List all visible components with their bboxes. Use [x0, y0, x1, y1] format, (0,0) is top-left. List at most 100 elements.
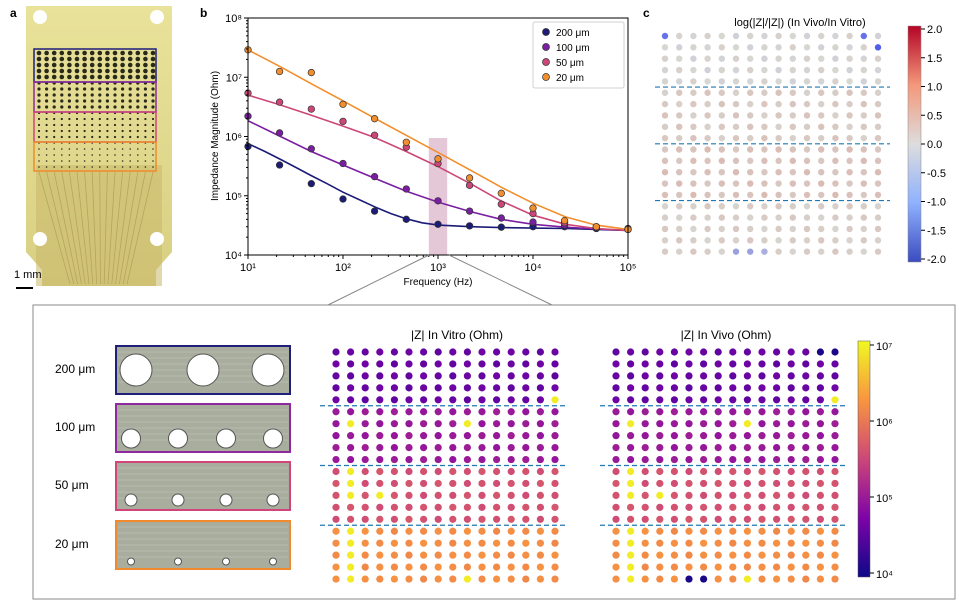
ratio-dot	[818, 100, 825, 108]
impedance-dot	[627, 491, 635, 499]
impedance-dot	[670, 539, 679, 547]
ratio-dot	[832, 134, 839, 142]
impedance-dot	[685, 360, 693, 368]
impedance-dot	[332, 491, 340, 499]
electrode-dot	[105, 50, 110, 56]
legend-marker	[542, 58, 550, 66]
impedance-dot	[449, 539, 457, 547]
impedance-dot	[656, 420, 664, 428]
impedance-dot	[463, 479, 471, 488]
impedance-dot	[405, 527, 413, 535]
electrode-dot	[113, 135, 117, 139]
ratio-dot	[718, 214, 725, 221]
ratio-colorbar-ticks: 2.0 1.5 1.0 0.5 0.0 -0.5 -1.0 -1.5 -2.0	[921, 24, 946, 266]
legend-marker	[542, 28, 550, 36]
impedance-dot	[361, 515, 369, 523]
impedance-dot	[405, 479, 413, 488]
impedance-dot	[478, 479, 486, 488]
mount-hole-bottom-left	[33, 232, 47, 246]
impedance-dot	[507, 479, 515, 488]
electrode-traces	[38, 171, 154, 285]
electrode-dot	[89, 50, 95, 56]
impedance-dot	[758, 491, 766, 499]
impedance-dot	[729, 551, 737, 559]
impedance-dot	[376, 467, 384, 476]
electrode-dot	[105, 105, 109, 109]
electrode-dot	[136, 87, 140, 91]
impedance-dot	[478, 551, 486, 559]
impedance-dot	[714, 515, 722, 523]
electrode-dot	[36, 68, 42, 74]
ratio-dot	[874, 112, 882, 119]
ratio-dot	[761, 169, 768, 176]
ratio-dot	[860, 157, 867, 165]
impedance-dot	[743, 491, 752, 499]
electrode-dot	[74, 56, 80, 62]
electrode-dot	[136, 99, 140, 103]
ratio-dot	[803, 89, 811, 96]
ratio-dot	[718, 225, 725, 233]
electrode-dot	[59, 50, 65, 56]
impedance-dot	[627, 444, 635, 452]
micrograph-hole	[168, 428, 188, 449]
micrograph-hole	[251, 353, 285, 387]
ratio-dot	[846, 32, 853, 40]
impedance-dot	[507, 515, 515, 523]
impedance-dot	[463, 551, 471, 559]
ratio-dot	[775, 225, 782, 233]
impedance-dot	[758, 515, 766, 523]
impedance-dot	[507, 360, 515, 368]
impedance-dot	[361, 479, 369, 488]
electrode-dot	[105, 87, 109, 91]
impedance-dot	[787, 455, 795, 464]
ratio-dot	[761, 237, 768, 244]
ratio-dot	[860, 237, 867, 244]
impedance-dot	[656, 515, 664, 523]
impedance-dot	[536, 408, 545, 416]
impedance-dot	[787, 515, 795, 523]
ratio-dot	[874, 169, 882, 176]
impedance-dot	[802, 515, 810, 523]
impedance-dot	[493, 408, 501, 416]
ratio-dot	[661, 169, 669, 176]
electrode-dot	[36, 50, 42, 56]
ratio-dot	[860, 100, 867, 108]
electrode-dot	[44, 68, 49, 74]
impedance-dot	[656, 360, 664, 368]
impedance-dot	[493, 479, 501, 488]
impedance-dot	[743, 503, 752, 511]
electrode-dot	[45, 87, 49, 91]
impedance-dot	[685, 527, 693, 535]
impedance-dot	[670, 527, 679, 535]
ratio-dot	[761, 225, 768, 233]
electrode-dot	[121, 148, 124, 150]
ratio-dot	[676, 112, 683, 119]
impedance-dot	[449, 348, 457, 356]
impedance-dot	[390, 515, 398, 523]
electrode-dot	[74, 68, 80, 74]
impedance-dot	[758, 527, 766, 535]
impedance-dot	[700, 360, 708, 368]
impedance-dot	[551, 384, 559, 392]
impedance-dot	[714, 444, 722, 452]
electrode-dot	[60, 99, 64, 103]
electrode-dot	[113, 123, 117, 127]
ratio-dot	[818, 66, 825, 74]
x-tick-label: 10⁴	[525, 262, 542, 274]
ratio-dot	[832, 203, 839, 210]
electrode-dot	[67, 74, 72, 80]
impedance-dot	[522, 360, 530, 368]
impedance-dot	[743, 479, 752, 488]
electrode-dot	[106, 154, 109, 156]
impedance-dot	[641, 563, 649, 571]
data-point-series-3	[592, 223, 600, 231]
impedance-dot	[714, 372, 722, 380]
impedance-dot	[743, 539, 752, 547]
impedance-dot	[758, 372, 766, 380]
ratio-dot	[832, 66, 839, 74]
ratio-dot	[661, 146, 669, 153]
impedance-dot	[758, 479, 766, 488]
impedance-dot	[405, 348, 413, 356]
electrode-dot	[112, 50, 118, 56]
electrode-dot	[61, 154, 63, 156]
